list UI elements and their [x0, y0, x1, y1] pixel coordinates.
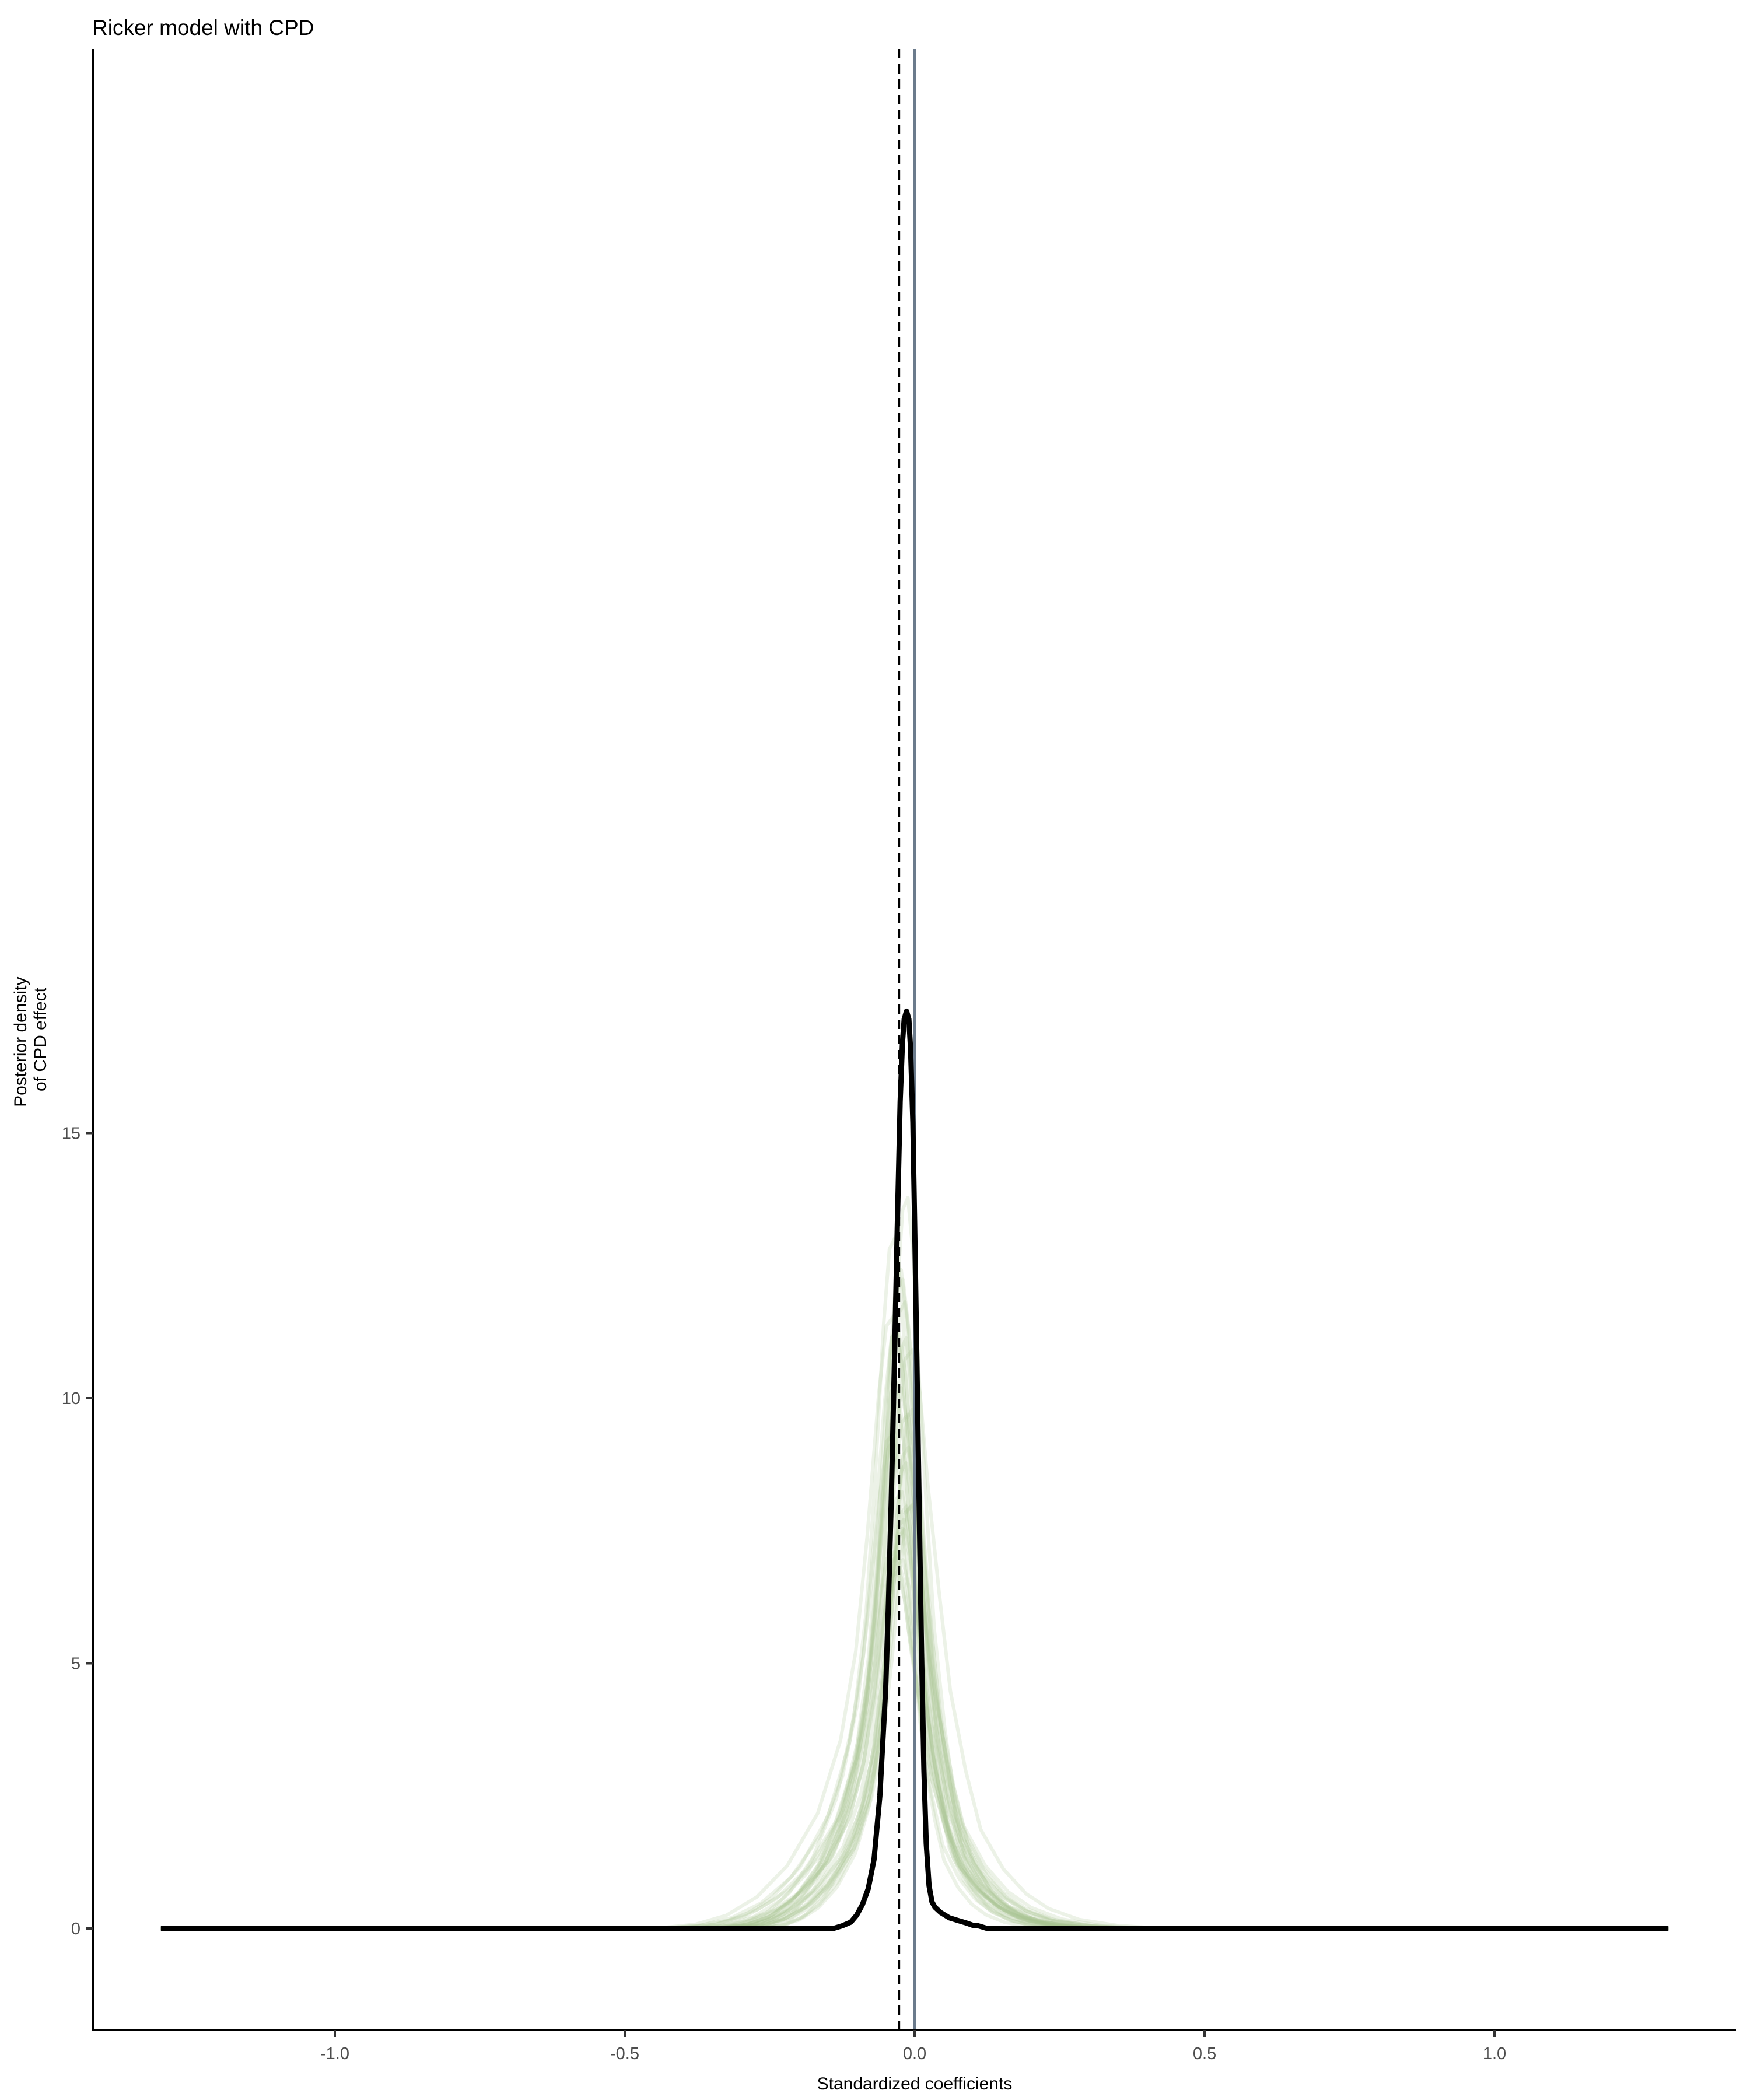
chart-title: Ricker model with CPD [92, 16, 314, 40]
x-axis-title: Standardized coefficients [817, 2074, 1013, 2094]
draw-line [160, 1570, 1669, 1930]
y-ticks: 0 5 10 15 [62, 1125, 93, 1938]
y-tick-label: 5 [71, 1655, 80, 1674]
draw-line [160, 1504, 1669, 1930]
y-axis-title: Posterior density of CPD effect [11, 972, 50, 1107]
draw-line [160, 1408, 1669, 1930]
y-tick-label: 15 [62, 1125, 80, 1143]
y-axis-title-line-1: Posterior density [11, 977, 30, 1107]
draw-line [160, 1490, 1669, 1930]
draw-line [160, 1348, 1669, 1930]
x-tick-label: 0.5 [1193, 2045, 1216, 2063]
draw-line [160, 1386, 1669, 1930]
draw-line [160, 1554, 1669, 1930]
y-tick-label: 0 [71, 1920, 80, 1938]
draw-line [160, 1268, 1669, 1930]
x-tick-label: 1.0 [1483, 2045, 1506, 2063]
x-tick-label: -0.5 [610, 2045, 639, 2063]
draw-line [160, 1528, 1669, 1930]
draw-line [160, 1278, 1669, 1930]
draw-line [160, 1412, 1669, 1930]
draw-line [160, 1517, 1669, 1930]
draw-line [160, 1300, 1669, 1930]
draw-line [160, 1504, 1669, 1930]
observed-density-line [160, 1008, 1669, 1931]
draw-line [160, 1446, 1669, 1930]
x-ticks: -1.0 -0.5 0.0 0.5 1.0 [320, 2030, 1506, 2063]
draw-line [160, 1526, 1669, 1930]
y-tick-label: 10 [62, 1390, 80, 1408]
x-tick-label: -1.0 [320, 2045, 349, 2063]
draw-line [160, 1461, 1669, 1930]
draw-line [160, 1196, 1669, 1930]
draw-line [160, 1381, 1669, 1930]
y-axis-title-line-2: of CPD effect [31, 987, 50, 1091]
x-tick-label: 0.0 [903, 2045, 926, 2063]
draw-line [160, 1550, 1669, 1930]
draw-lines [160, 1196, 1669, 1930]
draw-line [160, 1558, 1669, 1930]
draw-line [160, 1336, 1669, 1930]
